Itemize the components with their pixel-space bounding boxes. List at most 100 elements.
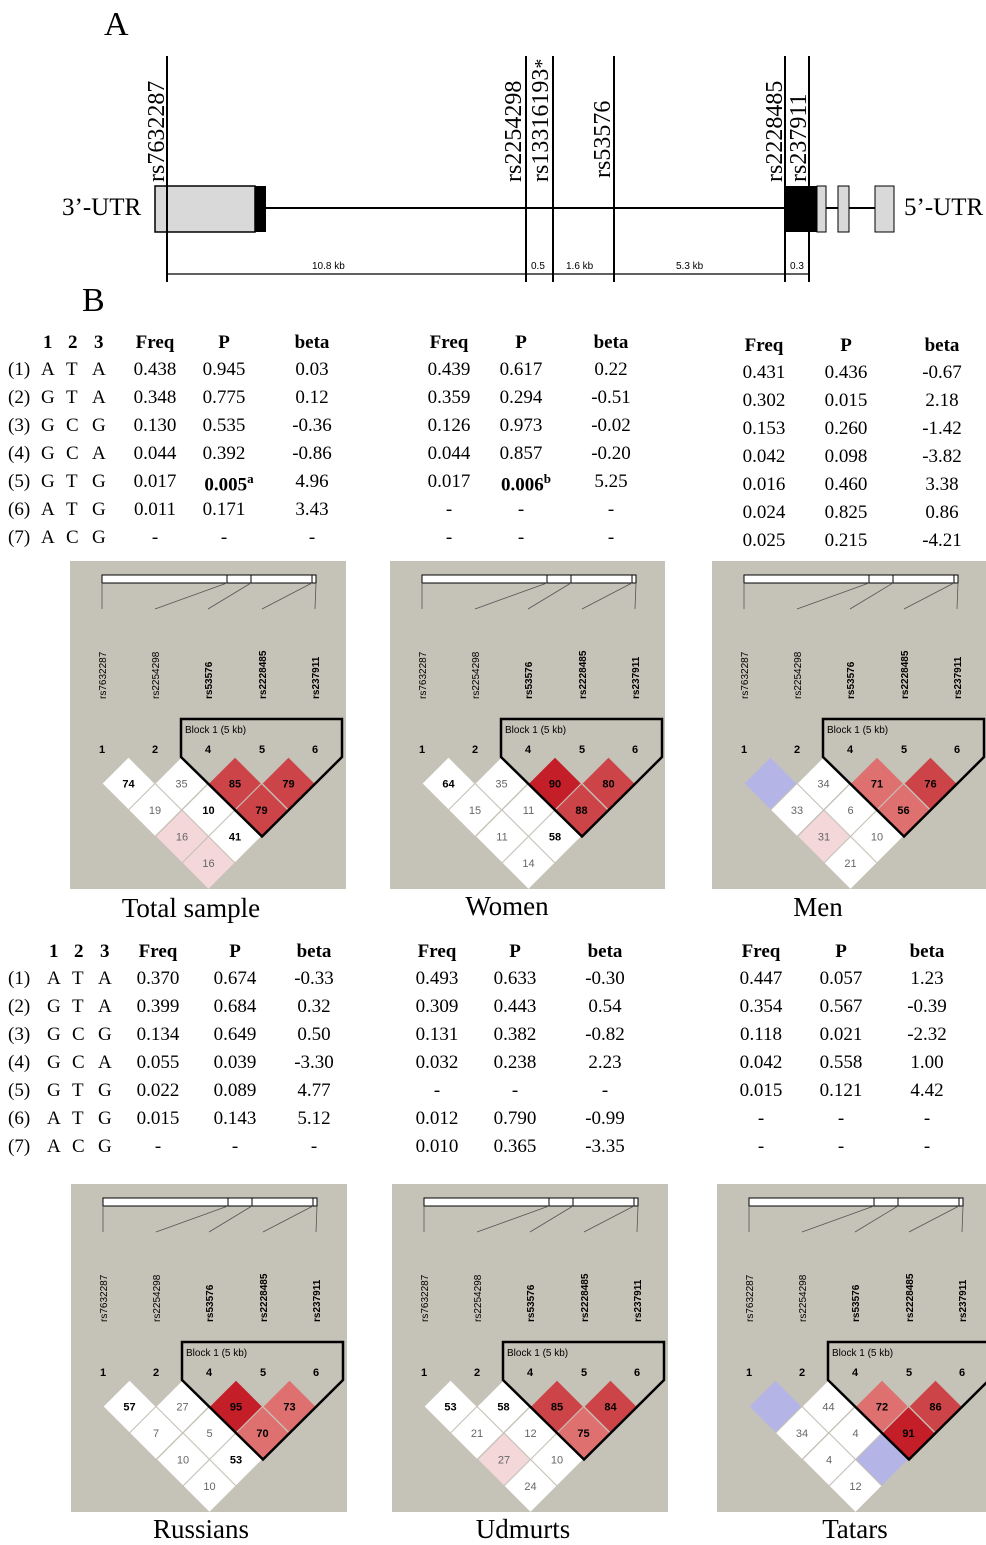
allele-header: 2 — [74, 941, 84, 962]
table-cell: 0.32 — [297, 996, 331, 1017]
ld-cell-value: 16 — [176, 832, 188, 844]
allele-header: 3 — [100, 941, 110, 962]
ld-plot-caption: Women — [465, 891, 549, 921]
panel-b-label: B — [82, 282, 105, 319]
table-cell: 0.633 — [493, 968, 537, 989]
marker-name: rs53576 — [524, 661, 535, 699]
table-cell: 0.015 — [739, 1080, 783, 1101]
block-label: Block 1 (5 kb) — [185, 725, 246, 736]
marker-connector — [961, 1205, 964, 1233]
ld-cell-value: 80 — [602, 779, 614, 791]
haplotype-allele: A — [92, 359, 106, 380]
table-cell: 0.238 — [493, 1052, 537, 1073]
ld-cell-value: 44 — [822, 1402, 834, 1414]
haplotype-allele: A — [47, 1108, 61, 1129]
ld-plot: rs7632287 1 rs2254298 2 rs53576 4 rs2228485 5 rs… — [392, 1184, 668, 1512]
chromosome-bar — [743, 574, 959, 584]
ld-plot-caption: Russians — [152, 1514, 250, 1544]
chromosome-bar — [748, 1197, 964, 1207]
table-cell: 0.50 — [297, 1024, 331, 1045]
marker-name: rs237911 — [312, 1279, 323, 1322]
ld-cell-value: 4 — [852, 1428, 858, 1440]
marker-name: rs7632287 — [740, 651, 751, 699]
haplotype-number: (6) — [8, 1108, 31, 1129]
marker-name: rs2254298 — [798, 1274, 809, 1322]
table-cell: 0.649 — [213, 1024, 257, 1045]
table-cell: - — [601, 1080, 609, 1101]
table-cell: -3.35 — [585, 1136, 625, 1157]
table-cell: 2.23 — [588, 1052, 622, 1073]
haplotype-allele: G — [92, 471, 106, 492]
marker-name: rs237911 — [311, 656, 322, 699]
marker-number: 2 — [472, 744, 478, 756]
block-label: Block 1 (5 kb) — [186, 1348, 247, 1359]
haplotype-allele: T — [72, 996, 84, 1017]
haplotype-number: (5) — [8, 471, 31, 492]
marker-connector — [314, 582, 317, 610]
table-cell: 0.011 — [133, 499, 177, 520]
haplotype-number: (3) — [8, 415, 31, 436]
haplotype-allele: T — [66, 471, 78, 492]
haplotype-allele: T — [66, 499, 78, 520]
ld-cell-value: 33 — [791, 805, 803, 817]
table-header: P — [515, 332, 527, 353]
marker-name: rs2254298 — [793, 651, 804, 699]
marker-number: 4 — [852, 1367, 859, 1379]
table-cell: 0.126 — [427, 415, 471, 436]
ld-cell — [503, 1458, 558, 1512]
marker-connector — [796, 582, 870, 610]
marker-number: 6 — [313, 1367, 319, 1379]
ld-cell-value: 12 — [524, 1428, 536, 1440]
chromosome-bar — [101, 574, 317, 584]
marker-number: 1 — [419, 744, 425, 756]
ld-cell-value: 72 — [876, 1402, 888, 1414]
ld-cell-value: 41 — [229, 832, 241, 844]
table-cell: 0.017 — [427, 471, 471, 492]
marker-connector — [155, 1205, 229, 1233]
haplotype-allele: C — [66, 443, 79, 464]
marker-connector — [956, 582, 959, 610]
ld-cell-value: 34 — [817, 779, 829, 791]
ld-cell-value: 75 — [577, 1428, 589, 1440]
table-cell: - — [837, 1136, 845, 1157]
table-cell: - — [517, 499, 525, 520]
marker-number: 2 — [794, 744, 800, 756]
marker-number: 5 — [581, 1367, 587, 1379]
table-cell: 0.684 — [213, 996, 257, 1017]
table-cell: 0.775 — [202, 387, 246, 408]
ld-cell-value: 7 — [153, 1428, 159, 1440]
table-cell: -0.82 — [585, 1024, 625, 1045]
ld-heatmap: rs7632287 1 rs2254298 2 rs53576 4 rs2228485 5 rs… — [420, 1197, 666, 1512]
marker-number: 4 — [525, 744, 532, 756]
table-cell: 0.857 — [499, 443, 543, 464]
marker-name: rs2254298 — [152, 1274, 163, 1322]
table-cell: 0.825 — [824, 502, 868, 523]
haplotype-allele: T — [72, 1108, 84, 1129]
haplotype-number: (1) — [8, 968, 31, 989]
snp-label-rs237911: rs237911 — [786, 93, 812, 182]
table-cell: 0.044 — [427, 443, 471, 464]
marker-number: 4 — [527, 1367, 534, 1379]
ld-cell-value: 88 — [575, 805, 587, 817]
marker-connector — [154, 582, 228, 610]
table-cell: 0.098 — [824, 446, 868, 467]
table-cell: 0.130 — [133, 415, 177, 436]
table-cell: 0.153 — [742, 418, 786, 439]
marker-connector — [208, 1205, 253, 1233]
ld-cell-value: 19 — [149, 805, 161, 817]
exon-5utr-small — [837, 185, 850, 233]
table-cell: -0.51 — [591, 387, 631, 408]
table-header: Freq — [744, 335, 784, 356]
table-cell: 0.017 — [133, 471, 177, 492]
marker-name: rs2228485 — [258, 650, 269, 699]
marker-name: rs2254298 — [151, 651, 162, 699]
table-cell: - — [757, 1136, 765, 1157]
snp-label-rs7632287: rs7632287 — [144, 80, 170, 182]
ld-cell-value: 11 — [523, 805, 534, 817]
table-header: Freq — [417, 941, 457, 962]
table-cell: 0.790 — [493, 1108, 537, 1129]
marker-number: 6 — [954, 744, 960, 756]
marker-number: 1 — [421, 1367, 427, 1379]
table-cell: 0.436 — [824, 362, 868, 383]
haplotype-allele: G — [98, 1136, 112, 1157]
